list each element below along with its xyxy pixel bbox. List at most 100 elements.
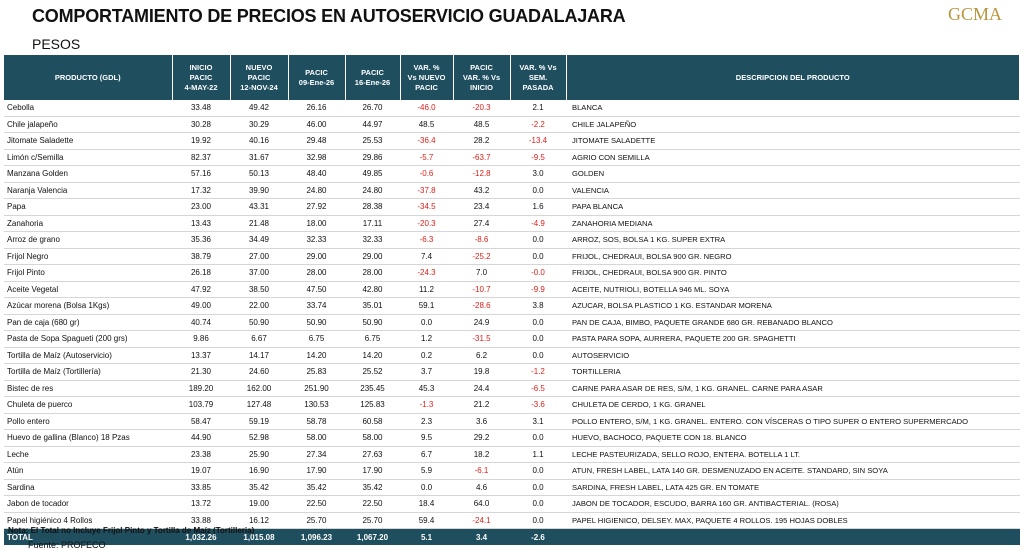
value-cell: 130.53 xyxy=(288,396,345,414)
value-cell: -63.7 xyxy=(453,149,510,166)
table-row: Tortilla de Maíz (Autoservicio) 13.37 14.1… xyxy=(4,347,1020,364)
value-cell: 52.98 xyxy=(230,429,288,447)
product-cell: Jitomate Saladette xyxy=(4,132,172,150)
value-cell: 251.90 xyxy=(288,380,345,397)
value-cell: 25.52 xyxy=(345,363,400,381)
description-cell: TORTILLERIA xyxy=(566,363,1020,381)
value-cell: 49.85 xyxy=(345,165,400,183)
table-row: Papel higiénico 4 Rollos 33.88 16.12 25.70 2… xyxy=(4,512,1020,529)
value-cell: 4.6 xyxy=(453,479,510,496)
table-row: Aceite Vegetal 47.92 38.50 47.50 42.80 11.2 -1… xyxy=(4,281,1020,298)
value-cell: 26.16 xyxy=(288,100,345,117)
value-cell: 32.33 xyxy=(288,231,345,249)
header-line: PACIC xyxy=(189,72,213,82)
value-cell: 23.00 xyxy=(172,198,230,216)
value-cell: 6.67 xyxy=(230,330,288,348)
value-cell: 38.50 xyxy=(230,281,288,298)
value-cell: -25.2 xyxy=(453,248,510,265)
value-cell: 48.40 xyxy=(288,165,345,183)
header-line: SEM. xyxy=(528,72,548,82)
value-cell: -36.4 xyxy=(400,132,453,150)
value-cell: 6.75 xyxy=(288,330,345,348)
column-header: DESCRIPCION DEL PRODUCTO xyxy=(566,55,1020,100)
value-cell: 35.42 xyxy=(288,479,345,496)
table-row: Limón c/Semilla 82.37 31.67 32.98 29.86 -5.7-… xyxy=(4,149,1020,166)
total-cell: 1,067.20 xyxy=(345,528,400,545)
product-cell: Aceite Vegetal xyxy=(4,281,172,298)
description-cell: JABON DE TOCADOR, ESCUDO, BARRA 160 GR. … xyxy=(566,495,1020,513)
description-cell: PASTA PARA SOPA, AURRERA, PAQUETE 200 GR… xyxy=(566,330,1020,348)
value-cell: 44.97 xyxy=(345,116,400,133)
value-cell: 40.16 xyxy=(230,132,288,150)
header-line: 12-NOV-24 xyxy=(240,82,278,92)
value-cell: 35.36 xyxy=(172,231,230,249)
header-line: PACIC xyxy=(305,67,328,77)
value-cell: 33.85 xyxy=(172,479,230,496)
value-cell: 48.5 xyxy=(400,116,453,133)
value-cell: -8.6 xyxy=(453,231,510,249)
value-cell: 189.20 xyxy=(172,380,230,397)
value-cell: 17.32 xyxy=(172,182,230,199)
value-cell: 24.80 xyxy=(288,182,345,199)
product-cell: Papa xyxy=(4,198,172,216)
value-cell: 29.00 xyxy=(345,248,400,265)
value-cell: 7.0 xyxy=(453,264,510,282)
value-cell: -20.3 xyxy=(453,100,510,117)
description-cell: JITOMATE SALADETTE xyxy=(566,132,1020,150)
total-label: TOTAL xyxy=(4,528,172,545)
value-cell: 26.70 xyxy=(345,100,400,117)
value-cell: 30.28 xyxy=(172,116,230,133)
value-cell: 49.42 xyxy=(230,100,288,117)
value-cell: 9.5 xyxy=(400,429,453,447)
value-cell: 39.90 xyxy=(230,182,288,199)
value-cell: 58.00 xyxy=(345,429,400,447)
header-line: NUEVO xyxy=(245,62,273,72)
table-row: Pasta de Sopa Spagueti (200 grs) 9.86 6.67… xyxy=(4,330,1020,348)
value-cell: 13.43 xyxy=(172,215,230,232)
value-cell: 1.1 xyxy=(510,446,566,463)
value-cell: -6.1 xyxy=(453,462,510,480)
header-line: INICIO xyxy=(189,62,213,72)
header-line: PACIC xyxy=(247,72,271,82)
value-cell: 0.0 xyxy=(510,231,566,249)
product-cell: Tortilla de Maíz (Autoservicio) xyxy=(4,347,172,364)
table-row: Papa 23.00 43.31 27.92 28.38 -34.5 23.4 1.6 PAPA… xyxy=(4,198,1020,216)
subtitle: PESOS xyxy=(32,36,81,52)
value-cell: 19.00 xyxy=(230,495,288,513)
value-cell: -6.5 xyxy=(510,380,566,397)
value-cell: 59.1 xyxy=(400,297,453,315)
value-cell: 50.90 xyxy=(345,314,400,331)
table-row: Chile jalapeño 30.28 30.29 46.00 44.97 48.5 48… xyxy=(4,116,1020,133)
value-cell: 21.2 xyxy=(453,396,510,414)
value-cell: 1.2 xyxy=(400,330,453,348)
value-cell: 1.6 xyxy=(510,198,566,216)
description-cell: PAPA BLANCA xyxy=(566,198,1020,216)
product-cell: Frijol Pinto xyxy=(4,264,172,282)
product-cell: Papel higiénico 4 Rollos xyxy=(4,512,172,529)
column-header: VAR. % Vs SEM. PASADA xyxy=(510,55,567,100)
value-cell: 14.17 xyxy=(230,347,288,364)
description-cell: PAN DE CAJA, BIMBO, PAQUETE GRANDE 680 G… xyxy=(566,314,1020,331)
table-row: Chuleta de puerco 103.79 127.48 130.53 125.8… xyxy=(4,396,1020,414)
value-cell: 0.0 xyxy=(510,182,566,199)
value-cell: 0.0 xyxy=(510,479,566,496)
value-cell: -1.3 xyxy=(400,396,453,414)
value-cell: -28.6 xyxy=(453,297,510,315)
value-cell: -24.3 xyxy=(400,264,453,282)
table-row: Leche 23.38 25.90 27.34 27.63 6.7 18.2 1.1 LECHE… xyxy=(4,446,1020,463)
value-cell: 6.7 xyxy=(400,446,453,463)
table-row: Zanahoria 13.43 21.48 18.00 17.11 -20.3 27.4 -4… xyxy=(4,215,1020,232)
value-cell: -24.1 xyxy=(453,512,510,529)
value-cell: 58.78 xyxy=(288,413,345,430)
description-cell: ATUN, FRESH LABEL, LATA 140 GR. DESMENUZ… xyxy=(566,462,1020,480)
header-line: 09-Ene-26 xyxy=(298,77,335,87)
value-cell: 27.00 xyxy=(230,248,288,265)
value-cell: 162.00 xyxy=(230,380,288,397)
header-line: PACIC xyxy=(470,62,493,72)
table-row: Jitomate Saladette 19.92 40.16 29.48 25.53 -3… xyxy=(4,132,1020,150)
description-cell: AGRIO CON SEMILLA xyxy=(566,149,1020,166)
value-cell: 14.20 xyxy=(288,347,345,364)
header-line: DESCRIPCION DEL PRODUCTO xyxy=(735,72,850,82)
